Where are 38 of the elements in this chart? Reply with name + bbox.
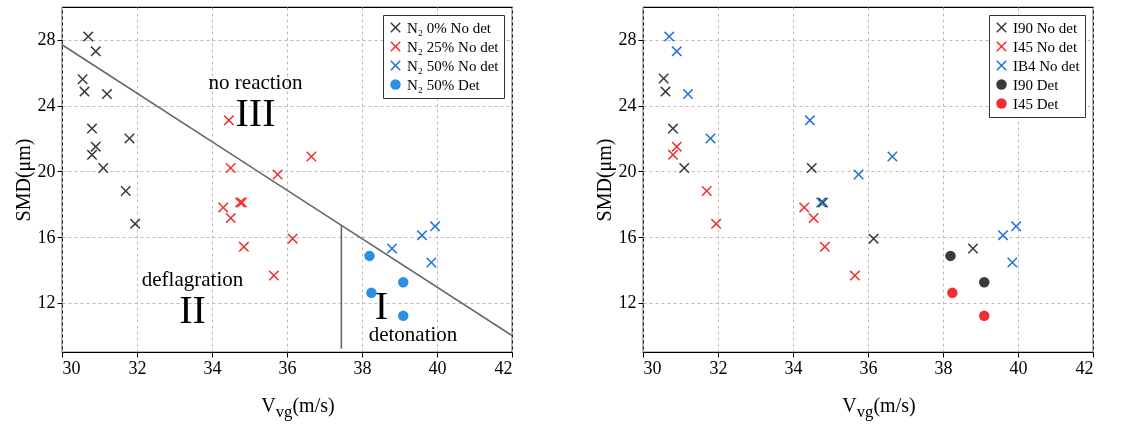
x-tick-label: 34 [203,357,222,378]
y-axis-title: SMD(μm) [592,138,616,222]
x-tick-label: 34 [784,357,803,378]
y-tick-label: 28 [618,29,637,50]
x-tick-label: 30 [643,357,662,378]
y-tick-label: 24 [37,95,56,116]
x-tick-label: 36 [278,357,297,378]
legend-label: N₂ 0% No det [407,19,492,36]
y-tick-label: 16 [37,226,56,247]
y-tick-label: 20 [37,160,56,181]
x-tick-label: 30 [62,357,81,378]
y-tick-label: 12 [37,292,56,313]
legend-label: IB4 No det [1013,57,1081,74]
x-tick-label: 38 [934,357,953,378]
legend-label: I45 No det [1013,38,1078,55]
y-tick-label: 16 [618,226,637,247]
legend-label: I45 Det [1013,95,1060,112]
legend-label: N₂ 25% No det [407,38,500,55]
x-axis-title: V$_{vg}$(m/s) [841,394,917,422]
x-tick-label: 42 [1075,357,1094,378]
x-tick-label: 42 [494,357,513,378]
legend-label: I90 No det [1013,19,1078,36]
x-tick-label: 38 [353,357,372,378]
x-axis-title: V$_{vg}$(m/s) [260,394,336,422]
x-tick-label: 40 [428,357,447,378]
legend-label: I90 Det [1013,76,1060,93]
legend-label: N₂ 50% Det [407,76,481,93]
y-tick-label: 24 [618,95,637,116]
y-axis-title: SMD(μm) [11,138,35,222]
x-tick-label: 32 [709,357,728,378]
x-tick-label: 40 [1009,357,1028,378]
annotation: detonation [368,321,458,346]
legend-label: N₂ 50% No det [407,57,500,74]
y-tick-label: 28 [37,29,56,50]
x-tick-label: 32 [128,357,147,378]
x-tick-label: 36 [859,357,878,378]
y-tick-label: 20 [618,160,637,181]
y-tick-label: 12 [618,292,637,313]
